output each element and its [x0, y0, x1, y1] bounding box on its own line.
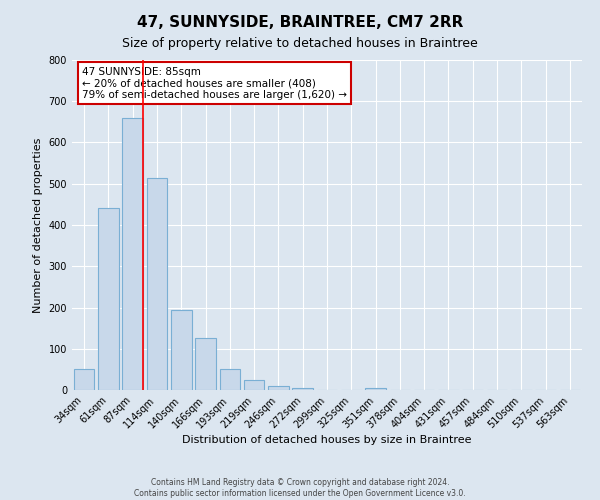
- Bar: [220, 370, 240, 390]
- Bar: [171, 310, 191, 390]
- Bar: [244, 380, 265, 390]
- Bar: [365, 388, 386, 390]
- Bar: [122, 118, 143, 390]
- Bar: [74, 370, 94, 390]
- X-axis label: Distribution of detached houses by size in Braintree: Distribution of detached houses by size …: [182, 436, 472, 446]
- Y-axis label: Number of detached properties: Number of detached properties: [33, 138, 43, 312]
- Text: 47 SUNNYSIDE: 85sqm
← 20% of detached houses are smaller (408)
79% of semi-detac: 47 SUNNYSIDE: 85sqm ← 20% of detached ho…: [82, 66, 347, 100]
- Text: Size of property relative to detached houses in Braintree: Size of property relative to detached ho…: [122, 38, 478, 51]
- Bar: [292, 388, 313, 390]
- Bar: [146, 178, 167, 390]
- Text: 47, SUNNYSIDE, BRAINTREE, CM7 2RR: 47, SUNNYSIDE, BRAINTREE, CM7 2RR: [137, 15, 463, 30]
- Bar: [195, 338, 216, 390]
- Text: Contains HM Land Registry data © Crown copyright and database right 2024.
Contai: Contains HM Land Registry data © Crown c…: [134, 478, 466, 498]
- Bar: [268, 386, 289, 390]
- Bar: [98, 208, 119, 390]
